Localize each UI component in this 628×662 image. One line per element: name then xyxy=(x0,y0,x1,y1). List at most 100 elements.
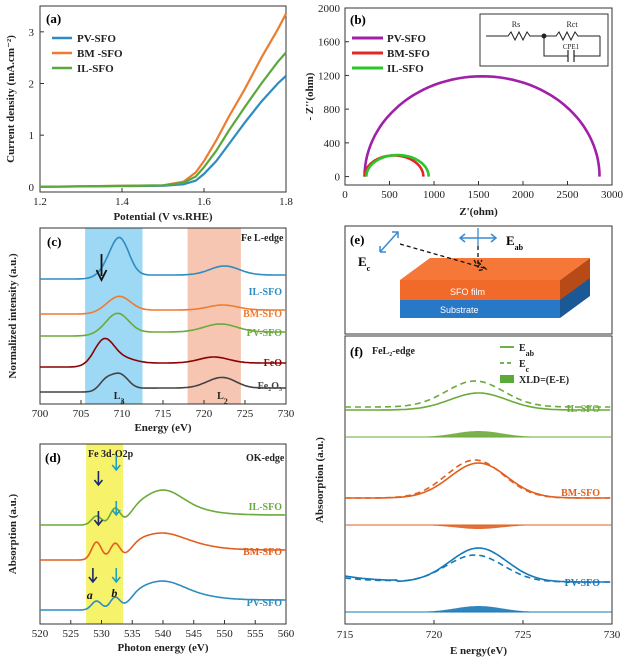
x-tick-label: 705 xyxy=(73,408,90,420)
series-line-1 xyxy=(40,295,286,315)
peak-label-l2: L2 xyxy=(217,391,228,406)
peak-arrow xyxy=(111,456,121,472)
panel-d: 520 525 530 535 540 545 550 555 560 Photon energy… xyxy=(7,443,295,654)
x-axis-label: E nergy(eV) xyxy=(450,645,507,657)
legend-label-2: IL-SFO xyxy=(77,63,114,75)
y-tick-label: 800 xyxy=(324,104,341,116)
series-label-3: FeO xyxy=(264,358,283,369)
edge-label: OK-edge xyxy=(246,453,285,464)
arrow-head xyxy=(95,269,108,283)
legend-label-2: IL-SFO xyxy=(387,63,424,75)
substrate-label: Substrate xyxy=(440,305,479,315)
legend-swatch-xld xyxy=(500,375,514,383)
series-arc-2 xyxy=(365,153,430,177)
x-tick-label: 1.8 xyxy=(279,196,293,208)
x-tick-label: 525 xyxy=(63,628,80,640)
x-tick-label: 1500 xyxy=(468,189,491,201)
series-label-0: IL-SFO xyxy=(249,502,283,513)
panel-e: (e) SFO film Substrate Ec Eab xyxy=(344,225,613,335)
series-ec-0 xyxy=(345,380,611,408)
legend-label-eab: Eab xyxy=(519,343,535,358)
series-eab-0 xyxy=(345,392,611,411)
x-tick-label: 545 xyxy=(186,628,203,640)
x-tick-label: 715 xyxy=(337,629,354,641)
series-line-2 xyxy=(40,312,286,337)
series-label-0: IL-SFO xyxy=(249,287,283,298)
x-tick-label: 1.2 xyxy=(33,196,47,208)
x-tick-label: 530 xyxy=(93,628,110,640)
film-top xyxy=(400,258,590,280)
x-tick-label: 2000 xyxy=(512,189,535,201)
x-tick-label: 520 xyxy=(32,628,49,640)
x-tick-label: 555 xyxy=(247,628,264,640)
peak-arrow xyxy=(111,501,121,517)
series-line-0 xyxy=(40,236,286,280)
x-tick-label: 725 xyxy=(237,408,254,420)
x-tick-label: 715 xyxy=(155,408,172,420)
highlight-band xyxy=(86,444,124,624)
ec-polarization-arrow xyxy=(379,231,399,253)
panel-f: 715 720 725 730 E nergy(eV) Absoorption (a.u.… xyxy=(314,335,621,657)
series-label-1: BM-SFO xyxy=(243,547,282,558)
x-tick-label: 0 xyxy=(342,189,348,201)
y-tick-label: 400 xyxy=(324,138,341,150)
panel-label: (a) xyxy=(46,11,61,26)
peak-arrow xyxy=(111,568,121,584)
x-axis-label: Energy (eV) xyxy=(134,422,191,434)
series-label-4: Fe₂O₃ xyxy=(258,381,282,392)
series-xld-0 xyxy=(345,431,612,437)
peak-label-l3: L3 xyxy=(114,391,125,406)
legend-label-ec: Ec xyxy=(519,359,530,374)
series-line-4 xyxy=(40,372,286,393)
panel-label: (b) xyxy=(350,12,366,27)
beam-eab xyxy=(473,246,483,269)
x-tick-label: 700 xyxy=(32,408,49,420)
peak-arrow xyxy=(88,568,98,584)
legend-label-0: PV-SFO xyxy=(387,33,426,45)
series-label-2: PV-SFO xyxy=(247,328,283,339)
panel-label: (f) xyxy=(350,344,363,359)
peak-label-b: b xyxy=(111,586,117,600)
film-side xyxy=(560,258,590,300)
circuit-label-rs: Rs xyxy=(512,20,520,29)
panel-label: (c) xyxy=(47,234,61,249)
film-label: SFO film xyxy=(450,287,485,297)
series-ec-1 xyxy=(345,459,611,499)
series-label-1: BM-SFO xyxy=(561,488,600,499)
x-tick-label: 720 xyxy=(196,408,213,420)
series-line-3 xyxy=(40,337,286,368)
x-tick-label: 725 xyxy=(515,629,532,641)
edge-label: Fe L-edge xyxy=(241,233,284,244)
ec-label: Ec xyxy=(358,254,371,273)
y-tick-label: 3 xyxy=(29,27,35,39)
eab-label: Eab xyxy=(506,233,524,252)
series-line-2 xyxy=(40,580,286,611)
panel-b: 0 500 1000 1500 2000 2500 3000 0 400 800 1200 1600 2… xyxy=(304,3,624,218)
plot-frame xyxy=(39,443,287,625)
series-label-2: PV-SFO xyxy=(565,578,601,589)
x-axis-label: Z'(ohm) xyxy=(459,206,498,218)
x-tick-label: 710 xyxy=(114,408,131,420)
x-tick-label: 730 xyxy=(278,408,295,420)
y-tick-label: 1200 xyxy=(318,70,341,82)
plot-frame xyxy=(344,335,613,625)
x-tick-label: 2500 xyxy=(557,189,580,201)
circuit-label-rct: Rct xyxy=(566,20,578,29)
series-line-1 xyxy=(40,532,286,561)
x-tick-label: 500 xyxy=(381,189,398,201)
edge-label: FeL₂-edge xyxy=(372,346,416,357)
film-front xyxy=(400,280,560,300)
x-tick-label: 540 xyxy=(155,628,172,640)
series-xld-2 xyxy=(345,606,612,612)
highlight-l3 xyxy=(85,228,143,404)
plot-frame xyxy=(39,5,287,193)
x-tick-label: 720 xyxy=(426,629,443,641)
series-label-0: IL-SFO xyxy=(567,404,601,415)
peak-arrow xyxy=(93,471,104,487)
series-arc-0 xyxy=(363,74,601,177)
circuit-label-cpe: CPE1 xyxy=(563,43,580,51)
panel-a: 1.2 1.4 1.6 1.8 0 1 2 3 Potential (V vs.RHE) Curr… xyxy=(5,5,293,223)
y-tick-label: 0 xyxy=(335,172,341,184)
y-tick-label: 2000 xyxy=(318,3,341,15)
y-tick-label: 2 xyxy=(29,79,35,91)
